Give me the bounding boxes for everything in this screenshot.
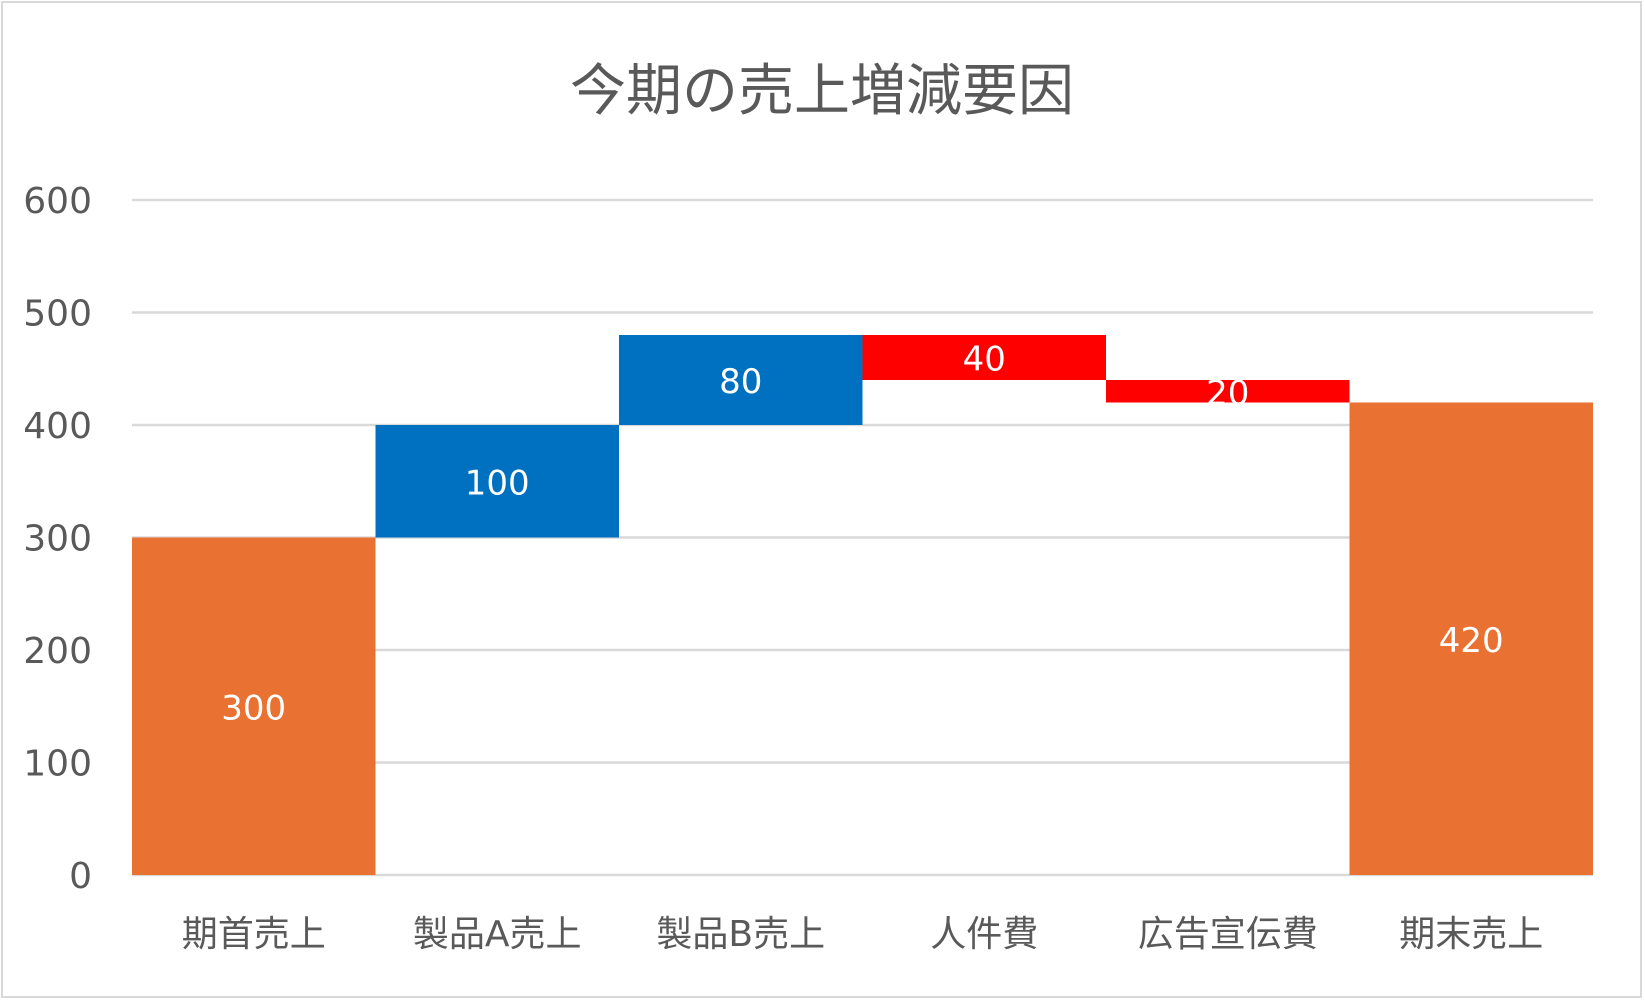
y-tick-label: 0	[69, 856, 92, 897]
data-label: 300	[221, 688, 286, 728]
y-tick-label: 400	[23, 406, 92, 447]
chart-title: 今期の売上増減要因	[570, 59, 1074, 124]
bar-total	[1349, 402, 1593, 875]
x-tick-label: 製品A売上	[413, 914, 582, 955]
y-tick-label: 300	[23, 519, 92, 560]
data-label: 80	[719, 362, 762, 402]
bar-increase	[375, 425, 619, 538]
y-tick-label: 100	[23, 744, 92, 785]
x-tick-label: 人件費	[930, 914, 1038, 955]
y-tick-label: 500	[23, 294, 92, 335]
data-label: 20	[1206, 373, 1249, 413]
bar-decrease	[862, 335, 1106, 380]
x-tick-label: 期末売上	[1399, 914, 1543, 955]
bar-increase	[619, 335, 863, 425]
x-tick-label: 広告宣伝費	[1138, 914, 1318, 955]
bar-total	[132, 537, 376, 875]
bar-decrease	[1106, 380, 1350, 403]
y-tick-label: 200	[23, 631, 92, 672]
data-label: 100	[465, 463, 530, 503]
x-tick-label: 製品B売上	[656, 914, 825, 955]
data-label: 40	[963, 340, 1006, 380]
y-tick-label: 600	[23, 181, 92, 222]
data-label: 420	[1439, 621, 1504, 661]
x-tick-label: 期首売上	[182, 914, 326, 955]
